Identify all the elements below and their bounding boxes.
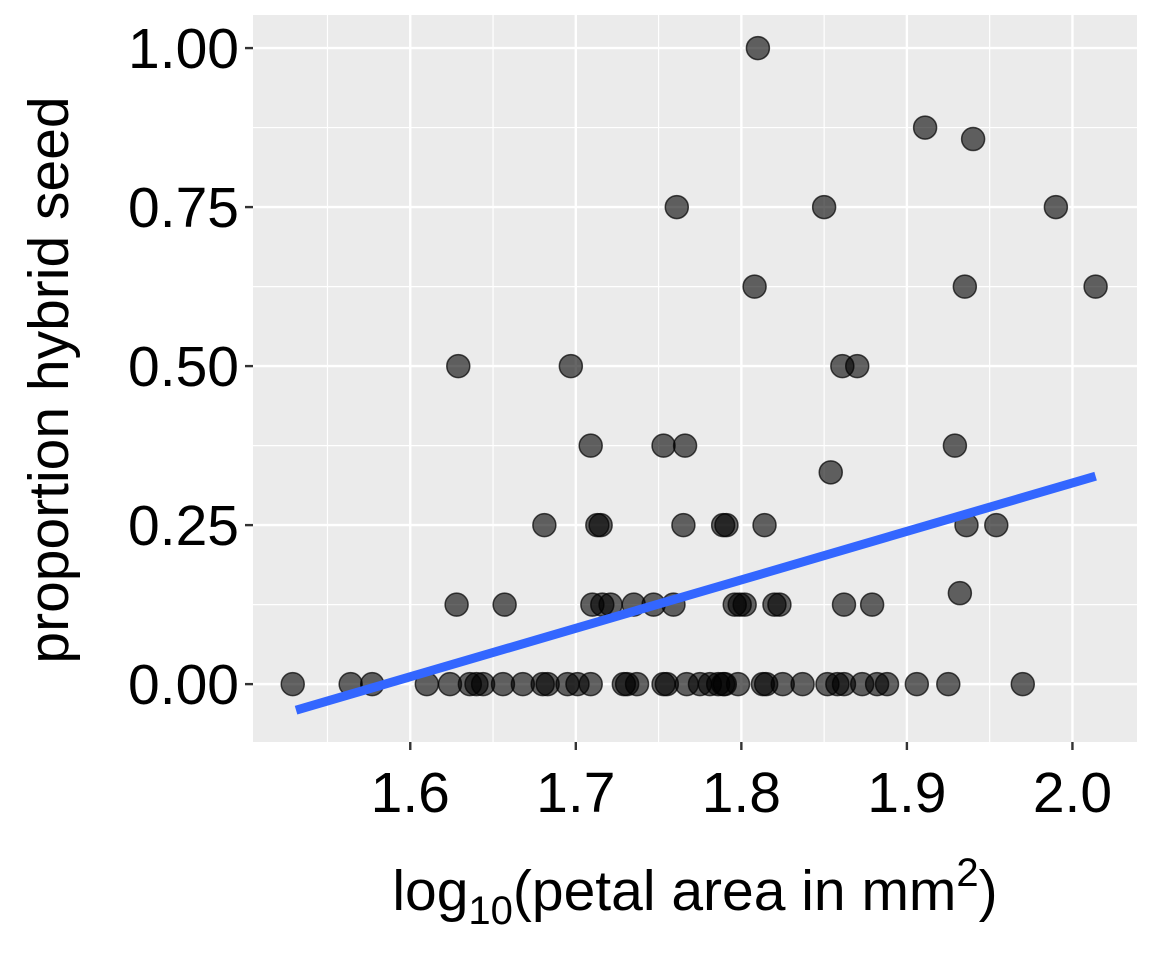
axes: 1.6 1.7 1.8 1.9 2.0 0.00 0.25 0.50 0.75 1.00 bbox=[128, 17, 1112, 825]
x-tick-label: 1.8 bbox=[702, 761, 781, 825]
data-point bbox=[712, 671, 738, 697]
y-axis-label: proportion hybrid seed bbox=[17, 96, 81, 663]
x-tick-label: 2.0 bbox=[1033, 761, 1112, 825]
y-tick-label: 0.25 bbox=[128, 494, 239, 558]
y-tick-label: 0.75 bbox=[128, 176, 239, 240]
data-points bbox=[280, 35, 1108, 697]
data-point bbox=[492, 592, 517, 617]
data-point bbox=[818, 460, 843, 485]
data-point bbox=[671, 512, 696, 538]
data-point bbox=[578, 671, 603, 697]
data-point bbox=[651, 433, 676, 458]
data-point bbox=[753, 671, 779, 697]
data-point bbox=[714, 512, 739, 538]
data-point bbox=[811, 194, 837, 220]
data-point bbox=[947, 580, 973, 606]
y-tick-label: 0.00 bbox=[128, 653, 239, 717]
data-point bbox=[790, 671, 815, 697]
x-label-main: (petal area in mm bbox=[513, 859, 957, 923]
data-point bbox=[672, 433, 698, 458]
data-point bbox=[444, 592, 469, 617]
x-tick-label: 1.6 bbox=[371, 761, 450, 825]
x-label-close: ) bbox=[979, 859, 998, 923]
data-point bbox=[727, 592, 752, 617]
y-tick-label: 1.00 bbox=[128, 17, 239, 81]
data-point bbox=[588, 512, 613, 538]
data-point bbox=[831, 592, 857, 617]
data-point bbox=[859, 592, 885, 617]
data-point bbox=[446, 353, 471, 379]
data-point bbox=[1083, 274, 1108, 299]
regression-line bbox=[294, 471, 1097, 715]
x-label-subscript: 10 bbox=[468, 889, 513, 933]
data-point bbox=[1043, 194, 1069, 220]
data-point bbox=[960, 126, 986, 152]
x-label-log: log bbox=[392, 859, 468, 923]
data-point bbox=[912, 115, 938, 140]
y-tick-label: 0.50 bbox=[128, 335, 239, 399]
data-point bbox=[904, 671, 930, 697]
data-point bbox=[1010, 671, 1036, 697]
x-tick-label: 1.7 bbox=[536, 761, 615, 825]
data-point bbox=[611, 671, 637, 697]
data-point bbox=[742, 274, 767, 299]
data-point bbox=[984, 512, 1009, 538]
data-point bbox=[767, 592, 792, 617]
data-point bbox=[535, 671, 560, 697]
data-point bbox=[578, 433, 603, 458]
data-point bbox=[532, 512, 557, 538]
data-point bbox=[590, 592, 615, 617]
data-point bbox=[745, 35, 771, 61]
data-point bbox=[952, 274, 978, 299]
data-point bbox=[651, 671, 676, 697]
plot-panel bbox=[253, 15, 1137, 742]
data-point bbox=[942, 433, 968, 458]
grid-lines bbox=[253, 15, 1137, 742]
x-label-superscript: 2 bbox=[956, 851, 978, 895]
data-point bbox=[664, 194, 690, 220]
x-tick-label: 1.9 bbox=[867, 761, 946, 825]
data-point bbox=[558, 353, 584, 379]
data-point bbox=[464, 671, 489, 697]
data-point bbox=[936, 671, 961, 697]
data-point bbox=[874, 671, 900, 697]
x-axis-label: log10(petal area in mm2) bbox=[392, 851, 997, 933]
data-point bbox=[280, 671, 305, 697]
data-point bbox=[752, 512, 777, 538]
data-point bbox=[844, 353, 870, 379]
